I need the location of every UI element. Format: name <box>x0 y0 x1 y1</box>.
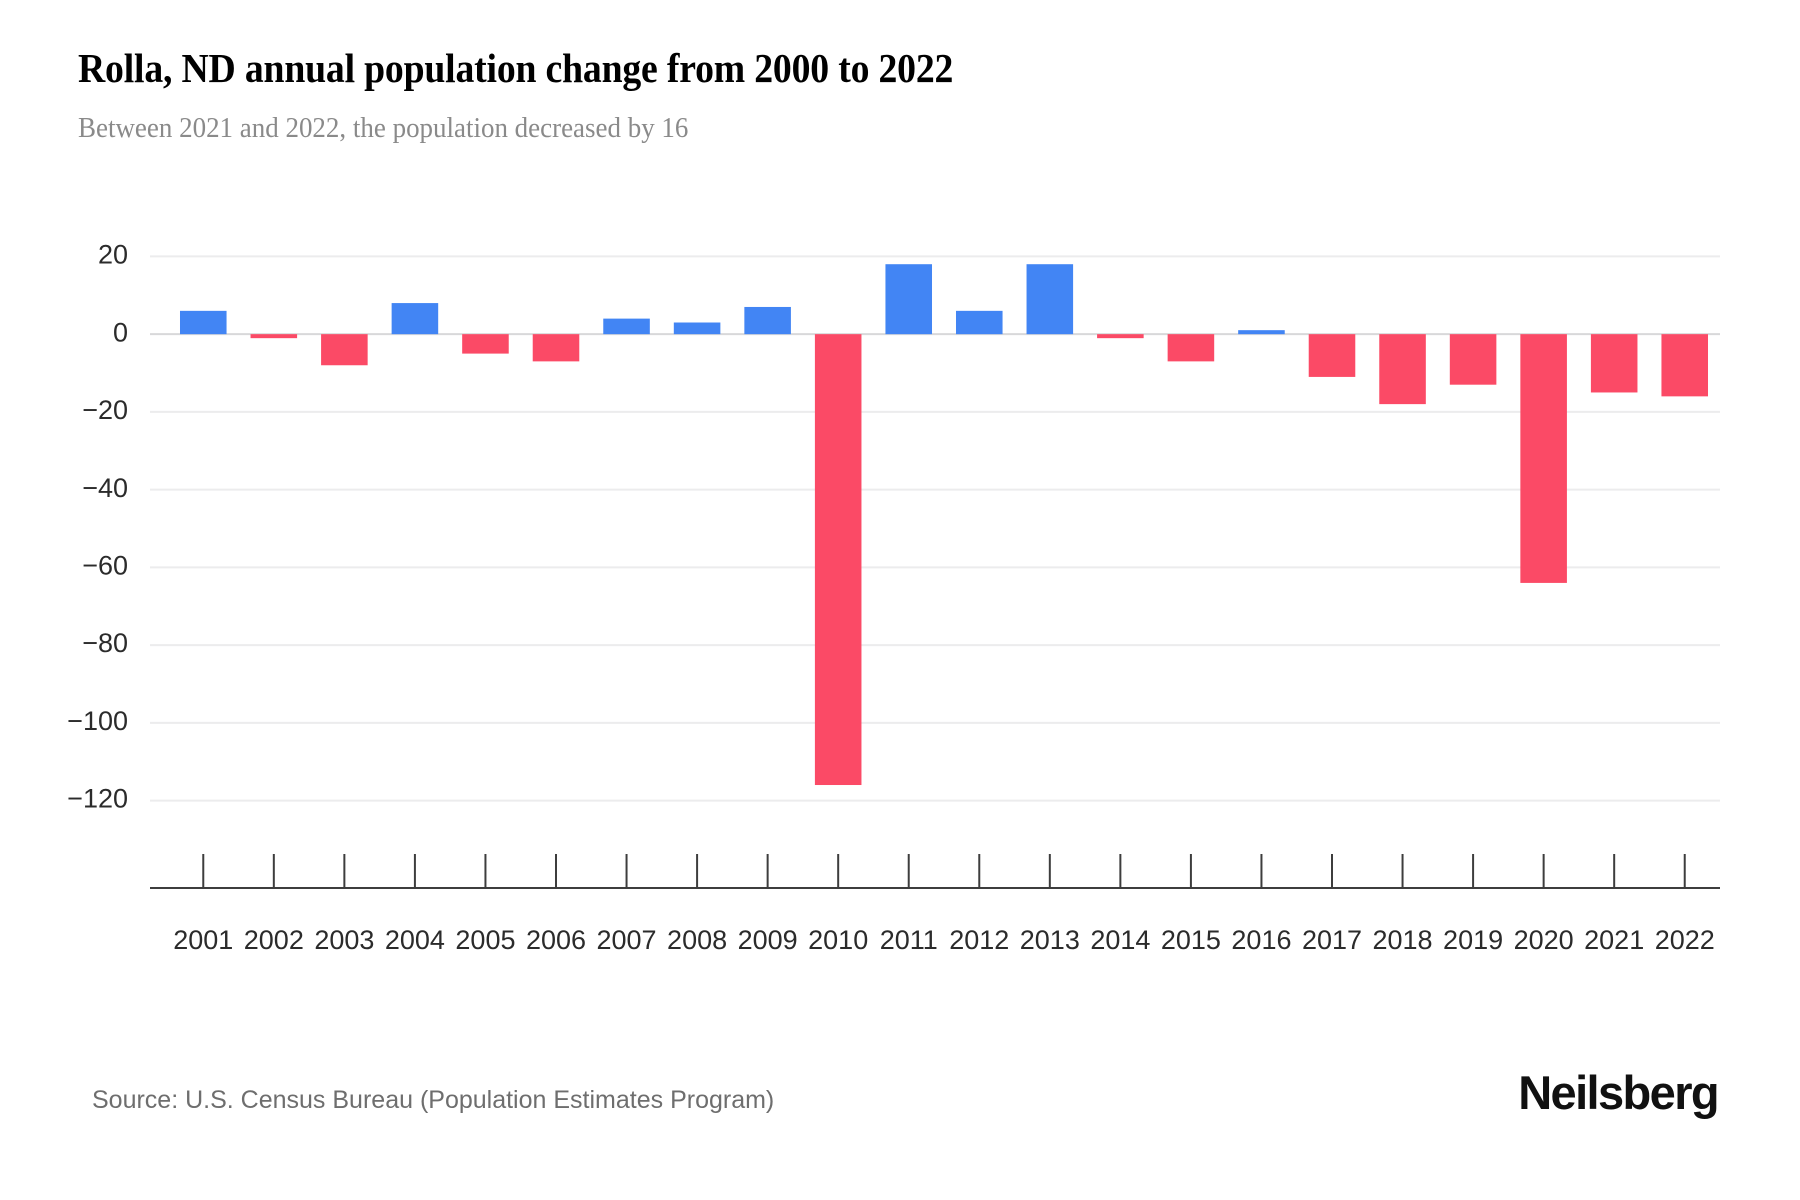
y-axis-tick-label: −80 <box>82 628 128 658</box>
bar[interactable] <box>1167 334 1215 362</box>
x-axis <box>150 854 1720 889</box>
x-axis-tick-label: 2017 <box>1302 925 1362 955</box>
bar[interactable] <box>179 310 227 335</box>
bars <box>179 264 1709 786</box>
y-axis-tick-label: 0 <box>113 317 128 347</box>
x-axis-tick-label: 2012 <box>949 925 1009 955</box>
chart-header: Rolla, ND annual population change from … <box>78 44 1718 146</box>
y-axis-labels: 20 0 −20 −40 −60 −80 −100 −120 <box>67 240 128 814</box>
chart-subtitle: Between 2021 and 2022, the population de… <box>78 112 689 145</box>
x-axis-tick-label: 2021 <box>1584 925 1644 955</box>
bar[interactable] <box>1308 334 1356 377</box>
x-axis-tick-label: 2013 <box>1020 925 1080 955</box>
x-axis-tick-label: 2011 <box>880 925 938 955</box>
bar[interactable] <box>391 303 439 335</box>
y-axis-tick-label: −60 <box>82 550 128 580</box>
x-axis-tick-label: 2005 <box>455 925 515 955</box>
bar[interactable] <box>250 334 298 339</box>
y-axis-tick-label: −100 <box>67 706 128 736</box>
x-axis-tick-label: 2022 <box>1655 925 1715 955</box>
y-axis-tick-label: −20 <box>82 395 128 425</box>
bar[interactable] <box>955 310 1003 335</box>
bar[interactable] <box>1379 334 1426 405</box>
x-axis-tick-label: 2001 <box>173 925 233 955</box>
bar[interactable] <box>744 306 791 335</box>
bar[interactable] <box>885 264 933 335</box>
x-axis-tick-label: 2019 <box>1443 925 1503 955</box>
x-axis-tick-label: 2006 <box>526 925 586 955</box>
x-axis-tick-label: 2016 <box>1231 925 1291 955</box>
bar[interactable] <box>1661 334 1709 397</box>
x-axis-tick-label: 2018 <box>1373 925 1433 955</box>
bar[interactable] <box>1520 334 1567 583</box>
bar[interactable] <box>603 318 650 335</box>
bar[interactable] <box>1026 264 1074 335</box>
bar[interactable] <box>1449 334 1497 385</box>
x-axis-tick-label: 2020 <box>1514 925 1574 955</box>
y-axis-tick-label: −40 <box>82 473 128 503</box>
gridlines <box>150 255 1720 802</box>
x-axis-tick-label: 2014 <box>1090 925 1150 955</box>
bar[interactable] <box>1238 330 1285 335</box>
bar[interactable] <box>462 334 509 354</box>
bar[interactable] <box>1097 334 1144 339</box>
y-axis-tick-label: 20 <box>98 240 128 270</box>
bar[interactable] <box>321 334 368 366</box>
x-axis-tick-label: 2010 <box>808 925 868 955</box>
y-axis-tick-label: −120 <box>67 784 128 814</box>
brand-logo: Neilsberg <box>1518 1066 1719 1119</box>
bar[interactable] <box>532 334 580 362</box>
x-axis-tick-label: 2008 <box>667 925 727 955</box>
x-axis-tick-label: 2007 <box>597 925 657 955</box>
page-title: Rolla, ND annual population change from … <box>78 45 954 91</box>
bar[interactable] <box>1590 334 1638 393</box>
bar[interactable] <box>673 322 721 335</box>
x-axis-tick-label: 2003 <box>314 925 374 955</box>
x-axis-tick-label: 2004 <box>385 925 445 955</box>
x-axis-tick-label: 2009 <box>738 925 798 955</box>
x-axis-tick-label: 2002 <box>244 925 304 955</box>
x-axis-labels: 2001 2002 2003 2004 2005 2006 2007 2008 2009 2010… <box>173 925 1715 955</box>
source-note: Source: U.S. Census Bureau (Population E… <box>92 1086 775 1114</box>
bar[interactable] <box>814 334 862 786</box>
x-axis-tick-label: 2015 <box>1161 925 1221 955</box>
